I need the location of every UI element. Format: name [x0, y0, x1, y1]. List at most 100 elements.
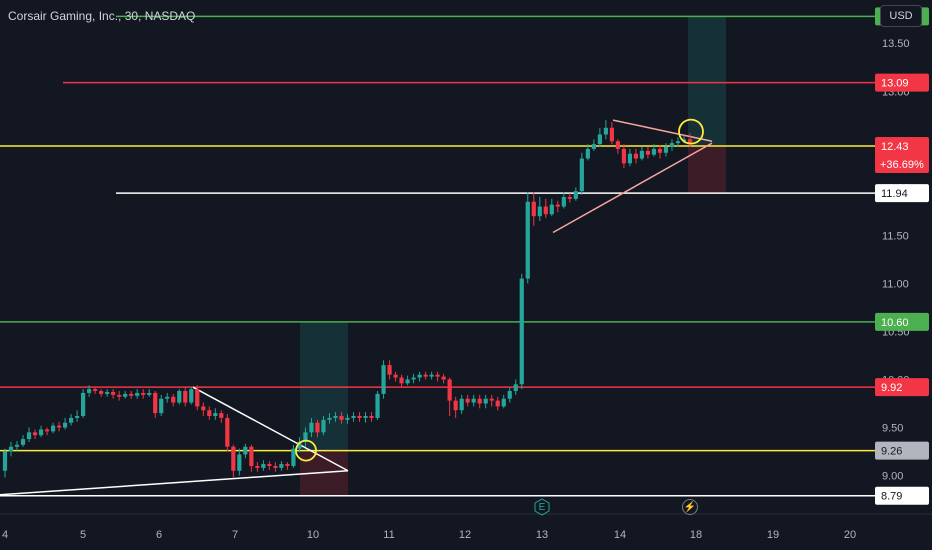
candle-body-54	[327, 417, 332, 420]
price-tag-label-4: 10.60	[881, 317, 909, 329]
candle-body-15	[93, 389, 98, 392]
candle-body-25	[153, 392, 158, 414]
candle-body-50	[303, 432, 308, 442]
candle-body-89	[537, 206, 542, 217]
price-tag-label-6: 9.26	[881, 446, 902, 458]
candle-body-51	[309, 422, 314, 433]
candle-body-79	[477, 398, 482, 404]
candle-body-6	[38, 429, 44, 436]
candle-body-59	[357, 416, 362, 418]
candle-body-31	[189, 389, 194, 403]
time-tick-0: 4	[2, 529, 8, 541]
candle-body-72	[435, 374, 440, 377]
candle-body-26	[159, 398, 164, 414]
candle-body-86	[519, 278, 524, 385]
trendlines	[0, 119, 713, 496]
candle-body-14	[87, 389, 92, 393]
time-tick-7: 13	[536, 529, 548, 541]
candle-body-12	[75, 416, 80, 418]
candle-body-76	[459, 398, 464, 411]
candle-body-108	[651, 148, 657, 155]
candle-body-35	[213, 413, 218, 417]
candle-body-57	[345, 417, 350, 420]
trendline-lower-2	[552, 142, 713, 234]
candle-body-106	[639, 150, 645, 159]
candle-body-46	[279, 464, 284, 468]
candle-body-34	[207, 410, 212, 417]
candle-body-60	[363, 416, 368, 418]
circle-markers	[295, 118, 704, 462]
candle-body-74	[447, 379, 452, 401]
price-tick-4: 11.00	[882, 278, 909, 290]
price-tick-5: 11.50	[882, 230, 909, 242]
candle-body-84	[507, 391, 512, 399]
candle-body-93	[561, 196, 566, 207]
candle-body-38	[231, 446, 236, 471]
price-tag-bg-1	[875, 73, 929, 92]
price-tick-0: 9.00	[882, 471, 903, 483]
candle-body-29	[177, 391, 182, 403]
candle-body-85	[513, 384, 518, 392]
candle-body-30	[183, 391, 188, 403]
price-tag-label-3: 11.94	[881, 188, 908, 200]
candle-body-114	[687, 139, 693, 144]
currency-button[interactable]: USD	[880, 5, 922, 27]
position-zones	[300, 16, 726, 496]
candle-body-99	[597, 134, 602, 145]
time-tick-3: 7	[232, 529, 238, 541]
earnings-icon[interactable]: E	[534, 498, 550, 516]
candle-body-111	[669, 143, 675, 147]
candle-body-67	[405, 379, 410, 384]
candle-body-13	[81, 392, 86, 417]
price-tick-1: 9.50	[882, 423, 903, 435]
horizontal-levels	[0, 15, 875, 497]
candle-body-101	[609, 127, 614, 142]
candle-body-94	[567, 196, 572, 199]
chart-title: Corsair Gaming, Inc., 30, NASDAQ	[8, 9, 196, 23]
candle-body-2	[14, 444, 20, 447]
candle-body-70	[423, 374, 428, 377]
price-tag-bg-6	[875, 441, 929, 460]
time-tick-9: 18	[690, 529, 702, 541]
candle-body-58	[351, 416, 356, 418]
candle-body-21	[129, 393, 134, 396]
candle-body-109	[657, 148, 663, 153]
time-tick-1: 5	[80, 529, 86, 541]
candle-body-91	[549, 204, 554, 215]
price-tag-label-5: 9.92	[881, 382, 902, 394]
candle-body-56	[339, 416, 344, 420]
candle-body-32	[195, 389, 200, 407]
candle-body-44	[267, 464, 272, 466]
candle-body-19	[117, 394, 122, 397]
trendline-upper-1	[192, 386, 349, 472]
candle-body-52	[315, 422, 320, 433]
circle-marker-2	[678, 118, 704, 145]
price-tag-bg-7	[875, 486, 929, 505]
candle-body-95	[573, 191, 578, 199]
candle-body-64	[387, 365, 392, 375]
candle-body-98	[591, 144, 596, 149]
candle-body-45	[273, 465, 278, 468]
candle-body-82	[495, 400, 500, 407]
candle-body-1	[8, 446, 14, 452]
candle-body-80	[483, 398, 488, 404]
price-tag-sublabel-2: +36.69%	[880, 159, 924, 171]
circle-marker-1	[295, 439, 317, 462]
time-tick-6: 12	[459, 529, 471, 541]
price-tag-bg-3	[875, 184, 929, 203]
candle-body-77	[465, 398, 470, 403]
price-tag-label-7: 8.79	[881, 491, 902, 503]
time-tick-2: 6	[156, 529, 162, 541]
candle-body-66	[399, 377, 404, 384]
candle-body-37	[225, 417, 230, 447]
candle-body-97	[585, 148, 590, 159]
dividend-icon[interactable]: ⚡	[682, 499, 698, 515]
earnings-label: E	[538, 501, 546, 513]
candle-body-42	[255, 465, 260, 468]
price-tag-bg-4	[875, 312, 929, 331]
candle-body-107	[645, 150, 651, 155]
candle-body-65	[393, 374, 398, 378]
time-axis-bg	[0, 514, 932, 550]
candle-body-55	[333, 416, 338, 418]
